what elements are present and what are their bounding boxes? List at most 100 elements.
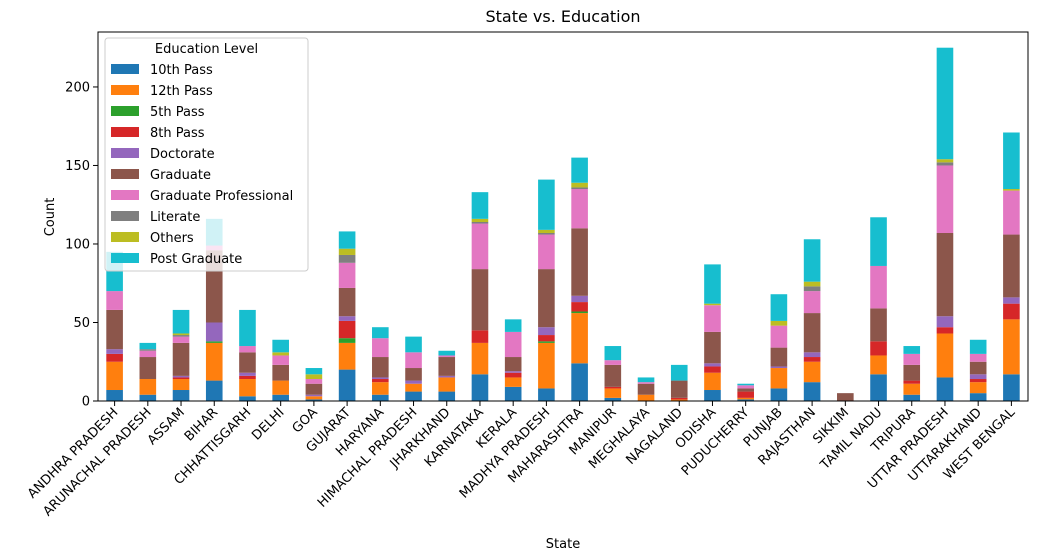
legend-title: Education Level — [155, 42, 258, 57]
bar-segment — [571, 157, 588, 183]
legend-label: 10th Pass — [150, 63, 213, 78]
bar-segment — [1003, 234, 1020, 298]
bar-segment — [471, 342, 489, 375]
legend-swatch — [111, 253, 139, 263]
bar-segment — [205, 342, 223, 381]
bar-segment — [272, 339, 289, 353]
bar-segment — [338, 231, 356, 249]
bar-segment — [538, 327, 555, 336]
bar-segment — [670, 364, 688, 381]
bar-segment — [903, 346, 921, 354]
bar-segment — [305, 383, 323, 395]
bar-segment — [372, 327, 389, 339]
bar-segment — [272, 364, 289, 381]
y-tick-label: 50 — [73, 316, 90, 331]
bar-segment — [504, 386, 522, 401]
legend-label: Literate — [150, 210, 200, 225]
bar-segment — [571, 311, 588, 314]
bar-segment — [139, 379, 157, 395]
legend-swatch — [111, 106, 139, 116]
bar-segment — [770, 325, 788, 348]
bar-segment — [803, 281, 821, 287]
bar-segment — [538, 234, 555, 270]
bar-segment — [571, 295, 588, 303]
bar-segment — [405, 352, 422, 369]
bar-segment — [1003, 190, 1020, 235]
bar-segment — [936, 327, 954, 334]
bar-segment — [870, 355, 887, 375]
bar-segment — [106, 353, 123, 362]
bar-segment — [803, 382, 821, 401]
bar-segment — [571, 228, 588, 296]
bar-segment — [205, 322, 223, 342]
bar-segment — [172, 375, 190, 378]
bar-segment — [538, 269, 555, 328]
bar-segment — [1003, 297, 1020, 304]
x-axis-label: State — [546, 537, 580, 552]
bar-segment — [936, 159, 954, 163]
bar-segment — [338, 369, 356, 401]
bar-segment — [936, 377, 954, 401]
bar-segment — [106, 349, 123, 354]
bar-segment — [205, 341, 223, 343]
bar-segment — [969, 361, 987, 375]
bar-segment — [571, 187, 588, 190]
bar-segment — [172, 333, 190, 336]
bar-segment — [272, 355, 289, 365]
bar-segment — [471, 269, 489, 331]
y-axis: 0 50 100 150 200 — [65, 80, 98, 410]
bar-segment — [604, 364, 622, 387]
bar-segment — [538, 341, 555, 343]
bar-segment — [172, 309, 190, 334]
bar-segment — [903, 353, 921, 365]
bar-segment — [803, 313, 821, 353]
bar-segment — [106, 309, 123, 350]
bar-segment — [670, 399, 688, 401]
bar-segment — [438, 375, 456, 378]
bar-segment — [571, 363, 588, 401]
bar-segment — [106, 291, 123, 310]
bar-segment — [770, 347, 788, 367]
bar-segment — [372, 338, 389, 358]
bar-segment — [338, 262, 356, 288]
bar-segment — [305, 394, 323, 397]
bar-segment — [870, 341, 887, 356]
bar-segment — [239, 396, 256, 401]
bar-segment — [504, 357, 522, 372]
bar-segment — [969, 353, 987, 362]
bar-segment — [770, 294, 788, 321]
bar-segment — [538, 179, 555, 230]
bar-segment — [1003, 132, 1020, 190]
legend-label: Graduate — [150, 168, 211, 183]
bar-segment — [338, 342, 356, 370]
x-tick-label: DELHI — [249, 405, 287, 443]
bar-segment — [405, 391, 422, 401]
bar-segment — [870, 265, 887, 309]
bar-segment — [538, 342, 555, 389]
bar-segment — [471, 218, 489, 222]
y-tick-label: 200 — [65, 80, 90, 95]
bar-segment — [205, 380, 223, 401]
bar-segment — [372, 394, 389, 401]
legend-label: 8th Pass — [150, 126, 205, 141]
legend-swatch — [111, 64, 139, 74]
bar-segment — [903, 383, 921, 395]
bar-segment — [936, 316, 954, 328]
bar-segment — [637, 382, 655, 384]
legend-box — [104, 37, 309, 272]
bar-segment — [969, 374, 987, 380]
legend-label: 5th Pass — [150, 105, 205, 120]
bar-segment — [338, 320, 356, 339]
bar-segment — [1003, 303, 1020, 320]
bar-segment — [870, 374, 887, 401]
bar-segment — [737, 397, 754, 400]
bar-segment — [372, 382, 389, 395]
bar-segment — [737, 399, 754, 401]
bar-segment — [471, 221, 489, 224]
bar-segment — [305, 399, 323, 401]
bar-segment — [504, 331, 522, 358]
bar-segment — [272, 380, 289, 395]
bar-segment — [637, 394, 655, 401]
bar-segment — [870, 217, 887, 266]
bar-segment — [571, 313, 588, 364]
